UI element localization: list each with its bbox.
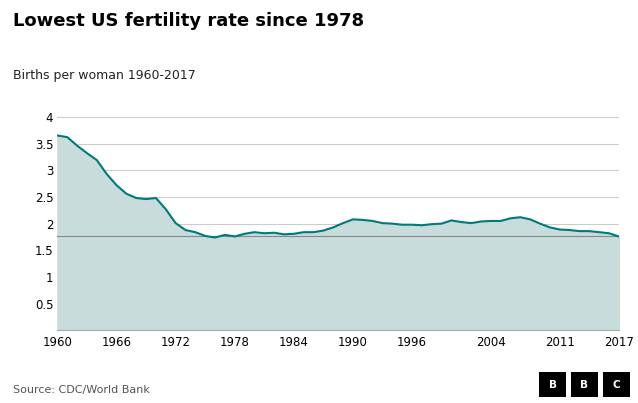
- Bar: [571, 372, 598, 397]
- Text: Source: CDC/World Bank: Source: CDC/World Bank: [13, 385, 150, 395]
- Text: B: B: [549, 380, 556, 390]
- Bar: [603, 372, 630, 397]
- Text: Births per woman 1960-2017: Births per woman 1960-2017: [13, 69, 195, 81]
- Text: Lowest US fertility rate since 1978: Lowest US fertility rate since 1978: [13, 12, 364, 30]
- Text: C: C: [612, 380, 620, 390]
- Bar: [539, 372, 566, 397]
- Text: B: B: [581, 380, 588, 390]
